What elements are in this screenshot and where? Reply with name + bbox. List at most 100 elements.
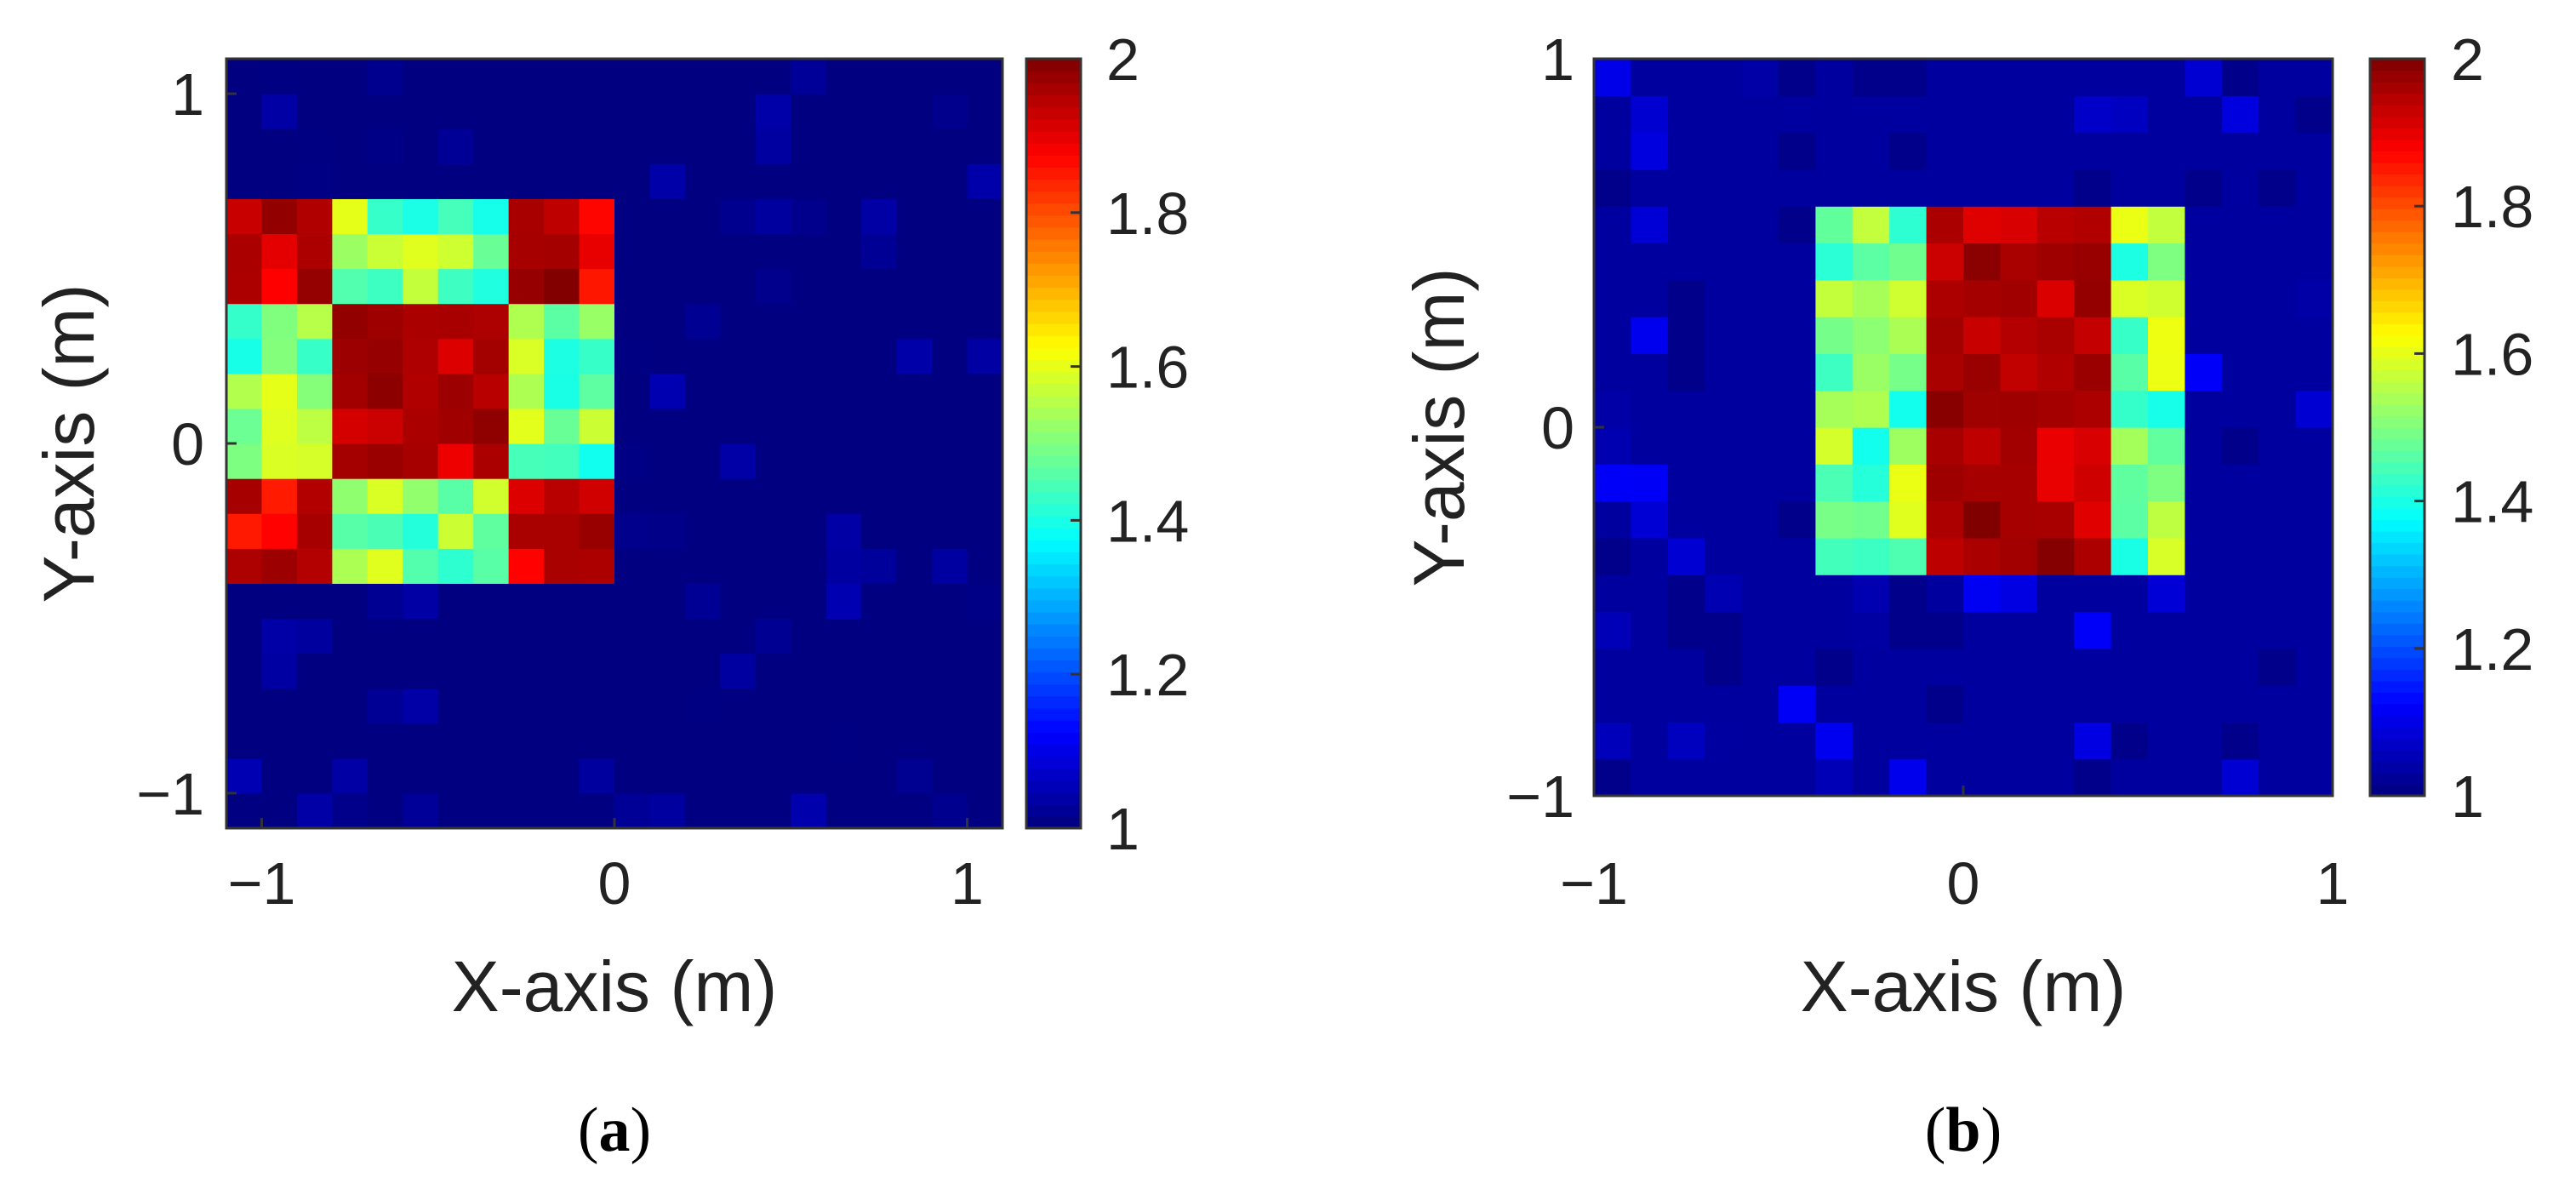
heatmap-cell xyxy=(2000,390,2038,428)
heatmap-cell xyxy=(791,618,827,655)
heatmap-cell xyxy=(2221,464,2259,502)
heatmap-cell xyxy=(1631,758,1669,797)
heatmap-cell xyxy=(403,268,439,305)
colorbar-swatch xyxy=(1026,395,1081,409)
colorbar-swatch xyxy=(1026,695,1081,709)
heatmap-cell xyxy=(932,688,968,724)
heatmap-cell xyxy=(861,338,898,374)
heatmap-cell xyxy=(367,723,403,759)
colorbar-swatch xyxy=(2370,174,2425,186)
heatmap-cell xyxy=(1963,95,2001,134)
heatmap-cell xyxy=(1779,243,1816,281)
colorbar-swatch xyxy=(1026,540,1081,552)
heatmap-cell xyxy=(791,268,827,305)
heatmap-cell xyxy=(649,583,686,620)
heatmap-cell xyxy=(720,723,757,759)
heatmap-cell xyxy=(825,198,862,235)
heatmap-cell xyxy=(473,653,510,689)
heatmap-cell xyxy=(1963,685,2001,723)
heatmap-cell xyxy=(296,583,333,620)
heatmap-cell xyxy=(825,653,862,689)
heatmap-cell xyxy=(261,688,298,724)
heatmap-cell xyxy=(2259,500,2297,539)
heatmap-cell xyxy=(967,268,1003,305)
heatmap-cell xyxy=(1963,206,2001,244)
heatmap-cell xyxy=(932,198,968,235)
heatmap-cell xyxy=(1889,279,1928,317)
heatmap-cell xyxy=(1963,574,2001,613)
heatmap-cell xyxy=(2110,722,2149,760)
heatmap-cell xyxy=(2259,95,2297,134)
heatmap-cell xyxy=(967,163,1003,199)
heatmap-cell xyxy=(1741,206,1779,244)
heatmap-cell xyxy=(2185,537,2223,575)
heatmap-cell xyxy=(1815,169,1853,207)
colorbar-swatch xyxy=(2370,334,2425,348)
colorbar-swatch xyxy=(2370,438,2425,451)
heatmap-cell xyxy=(296,373,333,409)
heatmap-cell xyxy=(2148,317,2185,354)
heatmap-cell xyxy=(896,338,933,374)
colorbar-swatch xyxy=(1026,503,1081,517)
heatmap-cell xyxy=(367,303,403,340)
heatmap-cell xyxy=(791,688,827,724)
heatmap-cell xyxy=(1926,685,1964,723)
heatmap-cell xyxy=(720,757,757,794)
heatmap-cell xyxy=(473,373,510,409)
heatmap-cell xyxy=(649,373,686,409)
colorbar-swatch xyxy=(1026,299,1081,312)
colorbar-swatch xyxy=(1026,167,1081,180)
heatmap-cell xyxy=(1594,390,1631,428)
heatmap-cell xyxy=(437,618,474,655)
heatmap-cell xyxy=(791,338,827,374)
heatmap-cell xyxy=(1852,648,1890,686)
heatmap-cell xyxy=(367,129,403,164)
heatmap-cell xyxy=(544,373,580,409)
heatmap-cell xyxy=(896,268,933,305)
heatmap-cell xyxy=(896,94,933,129)
heatmap-cell xyxy=(1963,132,2001,170)
heatmap-cell xyxy=(1705,500,1743,539)
heatmap-cell xyxy=(367,757,403,794)
colorbar-swatch xyxy=(2370,82,2425,94)
heatmap-cell xyxy=(2000,500,2038,539)
heatmap-cell xyxy=(1631,279,1669,317)
heatmap-cell xyxy=(1963,317,2001,354)
heatmap-cell xyxy=(896,198,933,235)
colorbar-swatch xyxy=(2370,669,2425,682)
y-tick-label: 1 xyxy=(1541,26,1574,93)
heatmap-cell xyxy=(296,94,333,129)
heatmap-cell xyxy=(2185,353,2223,392)
heatmap-cell xyxy=(861,233,898,270)
heatmap-cell xyxy=(1926,500,1964,539)
heatmap-cell xyxy=(1815,500,1853,539)
heatmap-cell xyxy=(2259,279,2297,317)
heatmap-cell xyxy=(614,303,651,340)
heatmap-panel-b: −1 0 1 −101 X-axis (m) Y-axis (m) 11.21.41… xyxy=(1399,26,2533,1165)
colorbar-swatch xyxy=(1026,203,1081,216)
heatmap-cell xyxy=(403,443,439,479)
colorbar-swatch xyxy=(1026,371,1081,385)
heatmap-cell xyxy=(614,163,651,199)
heatmap-cell xyxy=(2074,279,2112,317)
heatmap-cell xyxy=(261,163,298,199)
heatmap-cell xyxy=(332,198,368,235)
heatmap-cell xyxy=(1815,95,1853,134)
heatmap-cell xyxy=(791,548,827,584)
heatmap-cell xyxy=(508,653,545,689)
heatmap-cell xyxy=(825,163,862,199)
heatmap-cell xyxy=(2185,685,2223,723)
heatmap-cell xyxy=(437,548,474,584)
heatmap-cell xyxy=(579,757,615,794)
heatmap-cell xyxy=(1779,611,1816,649)
colorbar-swatch xyxy=(1026,323,1081,336)
heatmap-cell xyxy=(1741,427,1779,465)
heatmap-cell xyxy=(825,688,862,724)
heatmap-cell xyxy=(1926,206,1964,244)
heatmap-cell xyxy=(403,408,439,444)
colorbar-swatch xyxy=(2370,415,2425,428)
heatmap-cell xyxy=(967,129,1003,164)
heatmap-cell xyxy=(932,478,968,514)
heatmap-cell xyxy=(508,757,545,794)
heatmap-cell xyxy=(2295,169,2333,207)
